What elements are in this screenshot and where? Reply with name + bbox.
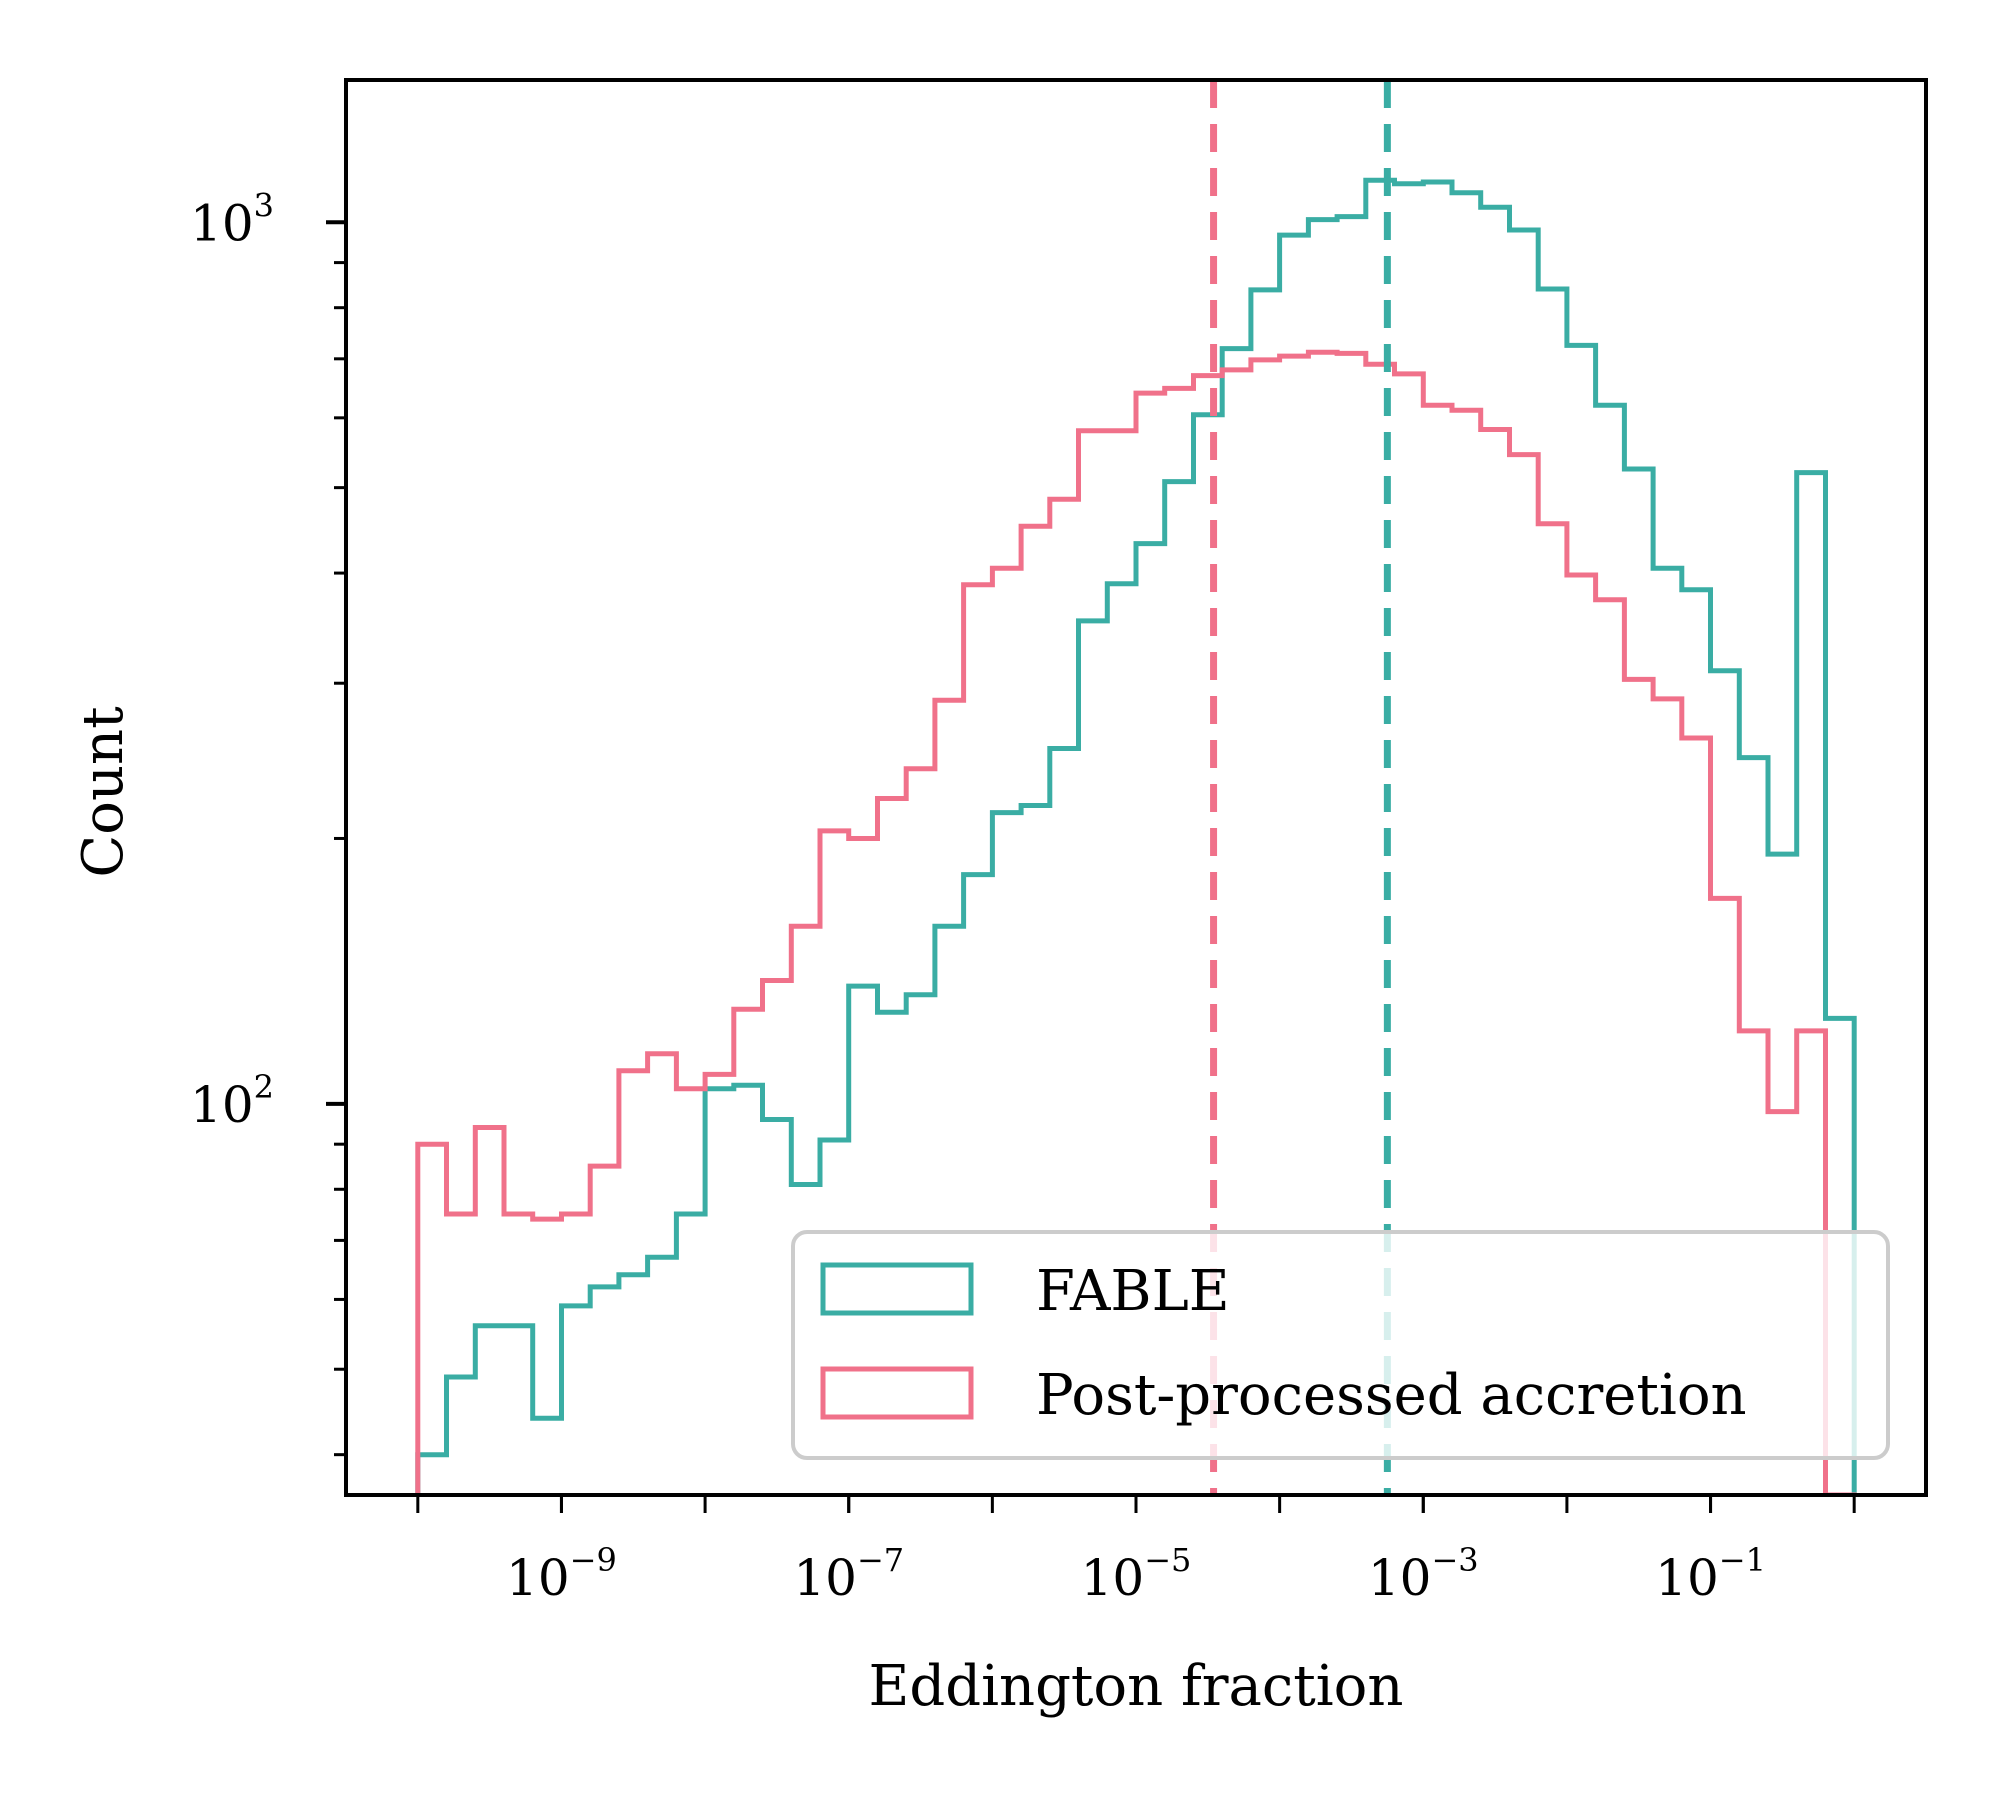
fable-histogram-line [415, 177, 1857, 1495]
post-processed-histogram-line [415, 349, 1857, 1495]
legend-swatch-fable [820, 1262, 974, 1316]
legend-box [791, 1230, 1890, 1460]
x-tick-label: 10−9 [506, 1541, 617, 1607]
x-tick-label: 10−5 [1081, 1541, 1192, 1607]
x-tick-label: 10−7 [793, 1541, 904, 1607]
y-tick-label: 103 [190, 186, 274, 252]
legend-swatch-post-processed [820, 1366, 974, 1420]
legend: FABLE Post-processed accretion [791, 1230, 1890, 1460]
series-layer [415, 80, 1857, 1495]
x-axis: 10−9 10−7 10−5 10−3 10−1 [416, 1495, 1856, 1607]
y-axis-label: Count [71, 706, 136, 878]
x-tick-label: 10−3 [1368, 1541, 1479, 1607]
x-axis-label: Eddington fraction [869, 1654, 1404, 1719]
x-tick-label: 10−1 [1655, 1541, 1766, 1607]
legend-label-post-processed: Post-processed accretion [1036, 1363, 1747, 1428]
y-axis: 102 103 [190, 186, 346, 1457]
legend-label-fable: FABLE [1036, 1259, 1230, 1324]
y-tick-label: 102 [190, 1068, 274, 1134]
